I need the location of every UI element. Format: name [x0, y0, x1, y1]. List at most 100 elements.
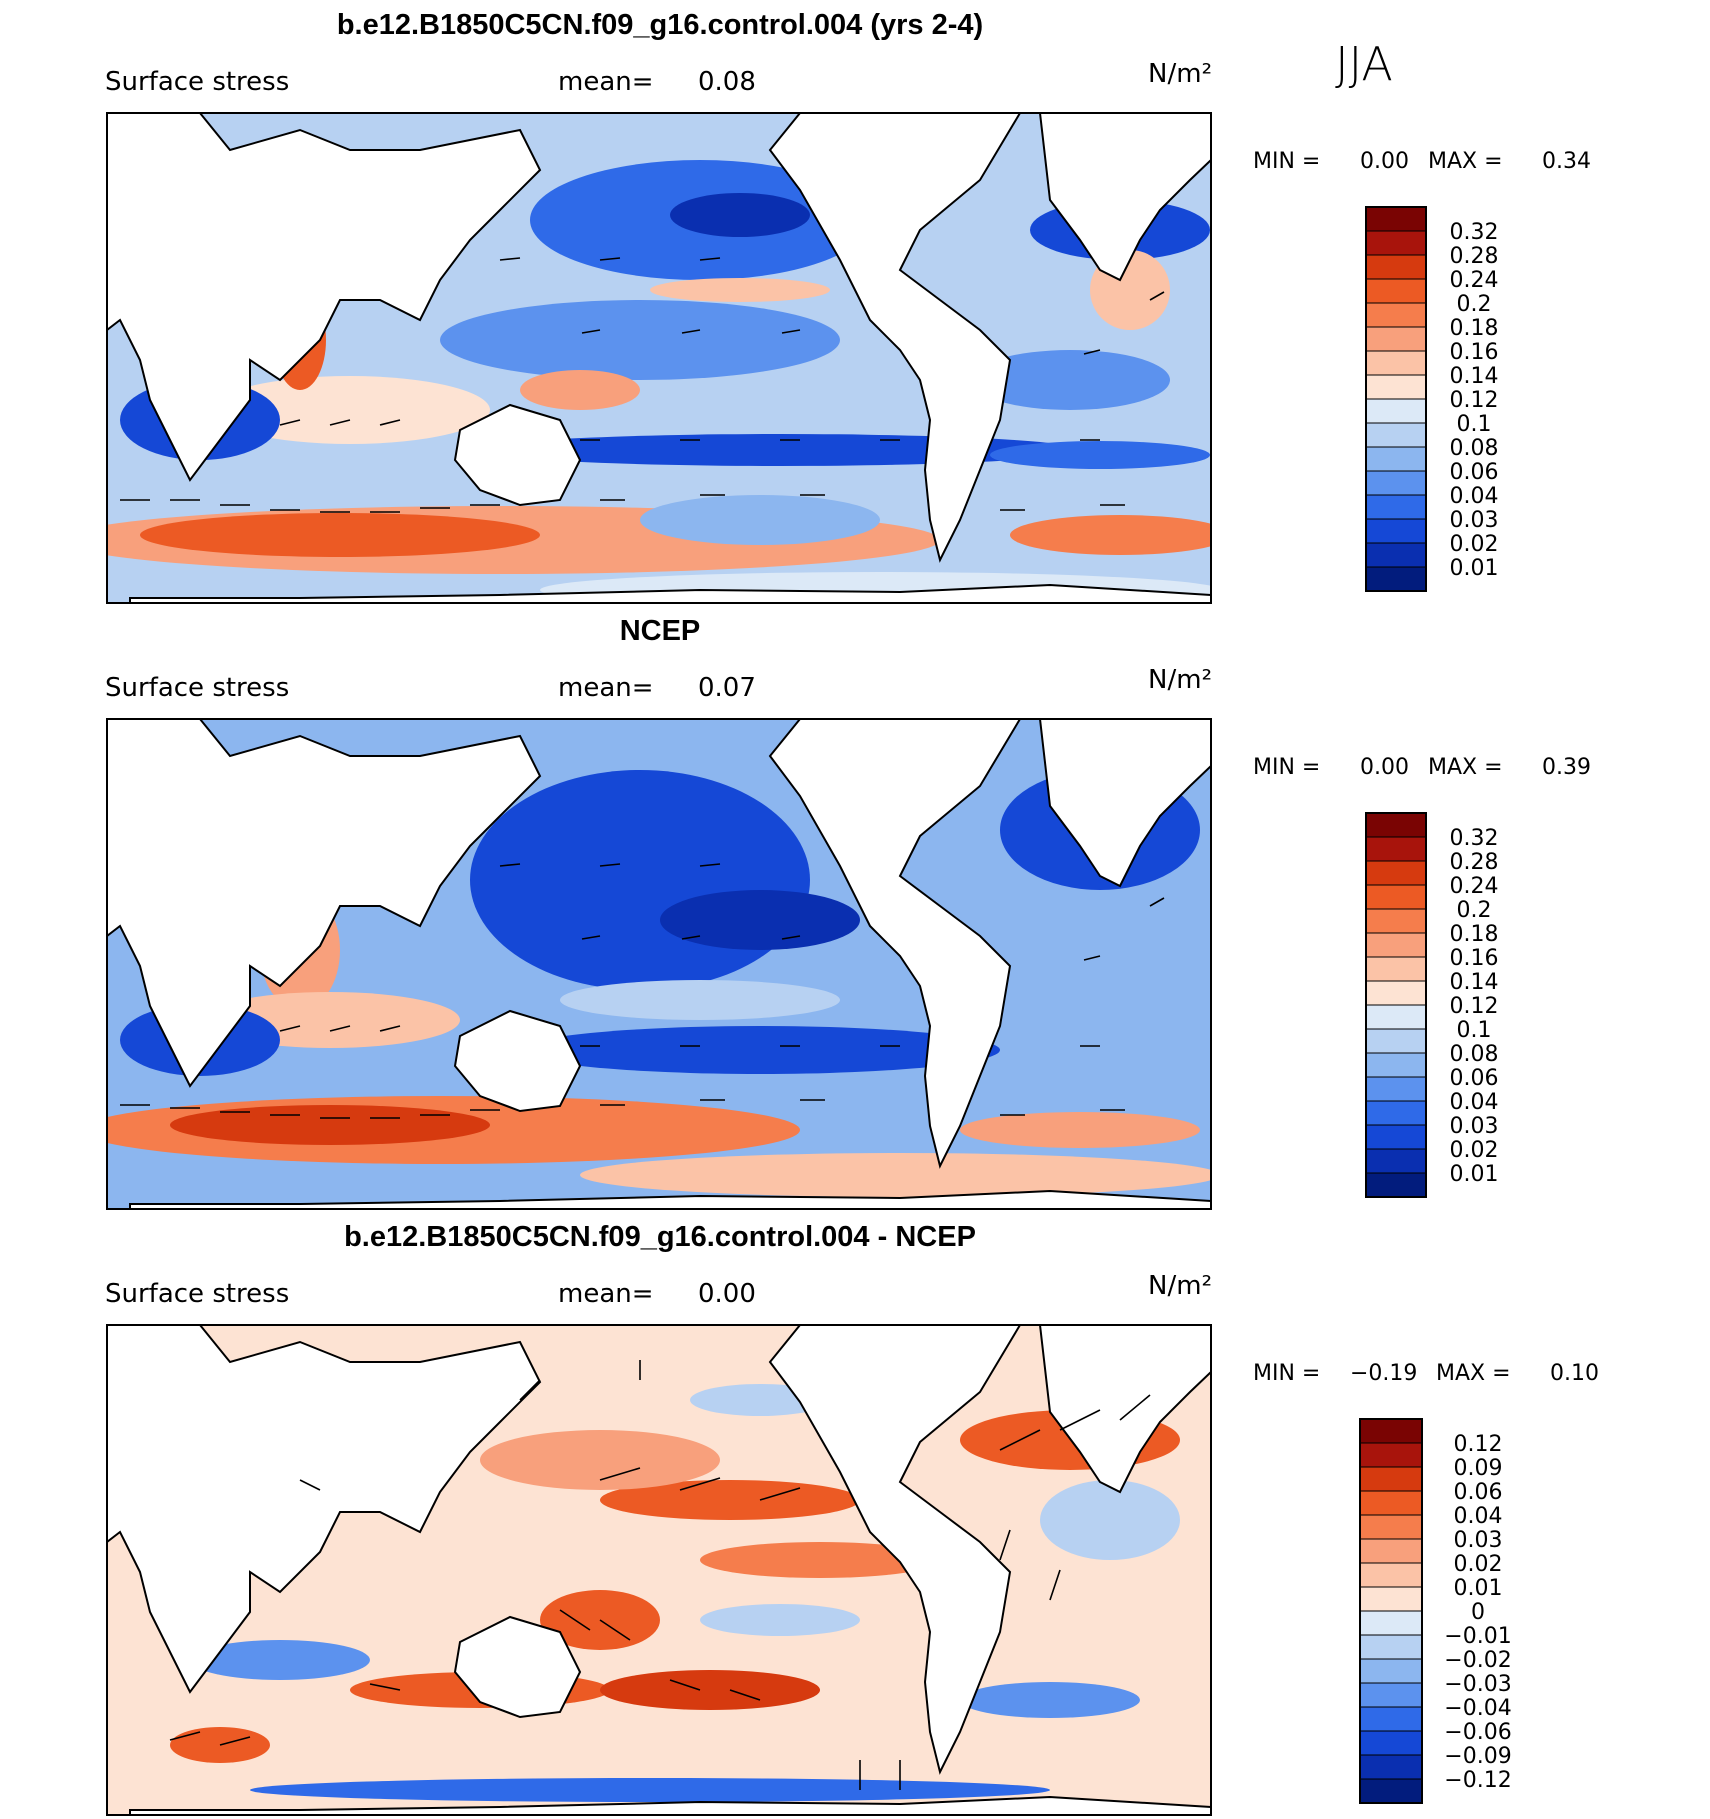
colorbar-swatch — [1365, 446, 1427, 472]
map-plot — [107, 1325, 1211, 1815]
colorbar-swatch — [1359, 1658, 1423, 1684]
colorbar-swatch — [1359, 1418, 1423, 1444]
map-frame — [106, 112, 1212, 604]
colorbar-swatch — [1365, 956, 1427, 982]
colorbar-swatch — [1359, 1466, 1423, 1492]
stress-vectors — [169, 1360, 1151, 1790]
mean-value: 0.00 — [698, 1279, 756, 1309]
colorbar-swatch — [1365, 326, 1427, 352]
season-label: JJA — [1335, 37, 1393, 91]
map-plot — [107, 719, 1211, 1209]
max-label: MAX = — [1428, 755, 1503, 780]
colorbar-swatch — [1365, 1004, 1427, 1030]
min-label: MIN = — [1253, 755, 1320, 780]
colorbar-tick-label: 0.02 — [1450, 532, 1499, 557]
min-value: 0.00 — [1360, 149, 1409, 174]
colorbar-tick-label: 0.18 — [1450, 316, 1499, 341]
colorbar-swatch — [1365, 230, 1427, 256]
colorbar-swatch — [1359, 1586, 1423, 1612]
min-value: 0.00 — [1360, 755, 1409, 780]
colorbar: 0.120.090.060.040.030.020.010−0.01−0.02−… — [1359, 1418, 1512, 1804]
panel-title: NCEP — [620, 615, 701, 647]
map-frame — [106, 1324, 1212, 1816]
mean-value: 0.08 — [698, 67, 756, 97]
colorbar-tick-label: 0.04 — [1450, 484, 1499, 509]
colorbar-swatch — [1359, 1442, 1423, 1468]
colorbar-swatch — [1365, 1172, 1427, 1198]
colorbar-tick-label: 0.12 — [1450, 994, 1499, 1019]
colorbar-swatch — [1365, 1148, 1427, 1174]
colorbar-tick-label: −0.12 — [1444, 1768, 1511, 1793]
colorbar: 0.320.280.240.20.180.160.140.120.10.080.… — [1365, 206, 1499, 592]
colorbar-swatch — [1365, 1076, 1427, 1102]
mean-value: 0.07 — [698, 673, 756, 703]
colorbar-tick-label: 0.03 — [1454, 1528, 1503, 1553]
colorbar-tick-label: 0.04 — [1454, 1504, 1503, 1529]
colorbar-tick-label: 0.12 — [1450, 388, 1499, 413]
colorbar-frame — [1359, 1418, 1423, 1804]
colorbar-tick-label: 0.24 — [1450, 268, 1499, 293]
colorbar-swatch — [1365, 812, 1427, 838]
max-value: 0.39 — [1542, 755, 1591, 780]
colorbar-tick-label: −0.01 — [1444, 1624, 1511, 1649]
variable-label: Surface stress — [105, 1279, 289, 1309]
map-frame — [106, 718, 1212, 1210]
colorbar-tick-label: 0.12 — [1454, 1432, 1503, 1457]
colorbar-swatch — [1365, 566, 1427, 592]
colorbar-swatch — [1365, 518, 1427, 544]
colorbar-tick-label: 0.14 — [1450, 364, 1499, 389]
colorbar-tick-label: −0.06 — [1444, 1720, 1511, 1745]
colorbar-tick-label: 0.28 — [1450, 244, 1499, 269]
colorbar-swatch — [1365, 254, 1427, 280]
colorbar-tick-label: 0 — [1471, 1600, 1485, 1625]
colorbar-swatch — [1359, 1610, 1423, 1636]
panel-difference: b.e12.B1850C5CN.f09_g16.control.004 - NC… — [105, 1221, 1599, 1816]
colorbar-tick-label: 0.08 — [1450, 1042, 1499, 1067]
colorbar-swatch — [1359, 1538, 1423, 1564]
colorbar-swatch — [1365, 470, 1427, 496]
colorbar-tick-label: 0.14 — [1450, 970, 1499, 995]
min-label: MIN = — [1253, 149, 1320, 174]
colorbar-swatch — [1365, 494, 1427, 520]
colorbar-tick-label: 0.01 — [1450, 1162, 1499, 1187]
colorbar-swatch — [1359, 1562, 1423, 1588]
panel-model: b.e12.B1850C5CN.f09_g16.control.004 (yrs… — [105, 9, 1591, 604]
stress-vectors — [120, 257, 1165, 513]
colorbar-tick-label: −0.02 — [1444, 1648, 1511, 1673]
units-label: N/m² — [1148, 1271, 1212, 1301]
max-label: MAX = — [1428, 149, 1503, 174]
colorbar-swatch — [1365, 398, 1427, 424]
panel-ncep: NCEP Surface stress mean= 0.07 N/m² — [105, 615, 1591, 1210]
colorbar-swatch — [1365, 836, 1427, 862]
colorbar-tick-label: 0.2 — [1457, 292, 1492, 317]
colorbar-swatch — [1359, 1514, 1423, 1540]
colorbar-tick-label: 0.03 — [1450, 508, 1499, 533]
map-plot — [107, 113, 1211, 603]
colorbar-tick-label: 0.2 — [1457, 898, 1492, 923]
colorbar-tick-label: 0.16 — [1450, 340, 1499, 365]
colorbar: 0.320.280.240.20.180.160.140.120.10.080.… — [1365, 812, 1499, 1198]
colorbar-tick-label: 0.1 — [1457, 1018, 1492, 1043]
max-value: 0.10 — [1550, 1361, 1599, 1386]
colorbar-swatch — [1359, 1490, 1423, 1516]
colorbar-swatch — [1359, 1730, 1423, 1756]
colorbar-swatch — [1365, 1052, 1427, 1078]
colorbar-swatch — [1365, 884, 1427, 910]
colorbar-swatch — [1359, 1682, 1423, 1708]
colorbar-swatch — [1359, 1754, 1423, 1780]
colorbar-swatch — [1365, 980, 1427, 1006]
colorbar-tick-label: 0.04 — [1450, 1090, 1499, 1115]
colorbar-tick-label: 0.01 — [1450, 556, 1499, 581]
colorbar-swatch — [1365, 1028, 1427, 1054]
colorbar-tick-label: 0.18 — [1450, 922, 1499, 947]
max-value: 0.34 — [1542, 149, 1591, 174]
colorbar-tick-label: 0.06 — [1450, 460, 1499, 485]
colorbar-swatch — [1365, 1124, 1427, 1150]
colorbar-swatch — [1359, 1778, 1423, 1804]
colorbar-tick-label: 0.01 — [1454, 1576, 1503, 1601]
mean-label: mean= — [558, 1279, 654, 1309]
colorbar-swatch — [1365, 374, 1427, 400]
colorbar-swatch — [1365, 1100, 1427, 1126]
colorbar-swatch — [1365, 542, 1427, 568]
